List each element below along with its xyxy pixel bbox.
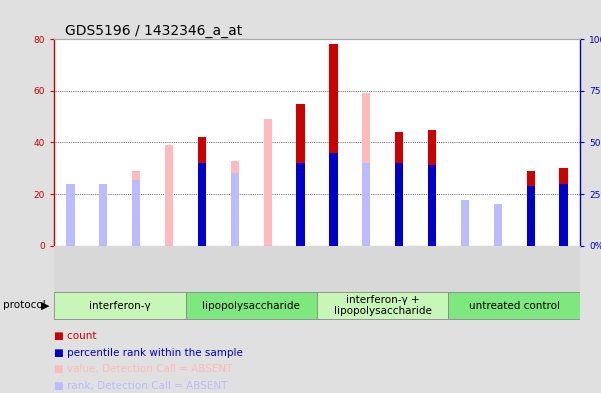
Bar (198, 137, 206, 246)
Bar (67, 184, 75, 246)
Bar (428, 130, 436, 246)
Text: ■ percentile rank within the sample: ■ percentile rank within the sample (54, 347, 243, 358)
Bar (132, 171, 141, 246)
Bar (296, 163, 305, 246)
Bar (264, 119, 272, 246)
FancyBboxPatch shape (186, 292, 317, 319)
Bar (395, 132, 403, 246)
Bar (296, 104, 305, 246)
Text: ■ count: ■ count (54, 331, 97, 341)
Text: ■ value, Detection Call = ABSENT: ■ value, Detection Call = ABSENT (54, 364, 233, 374)
Bar (362, 94, 370, 246)
Bar (329, 153, 338, 246)
Bar (395, 163, 403, 246)
Bar (329, 44, 338, 246)
Bar (99, 184, 108, 246)
Text: lipopolysaccharide: lipopolysaccharide (203, 301, 300, 310)
FancyBboxPatch shape (448, 292, 580, 319)
Bar (461, 209, 469, 246)
Bar (67, 199, 75, 246)
Bar (428, 165, 436, 246)
Text: untreated control: untreated control (469, 301, 560, 310)
Bar (231, 160, 239, 246)
Bar (461, 200, 469, 246)
Bar (362, 163, 370, 246)
Text: ▶: ▶ (41, 300, 49, 310)
Text: protocol: protocol (3, 300, 46, 310)
Bar (132, 180, 141, 246)
FancyBboxPatch shape (317, 292, 448, 319)
FancyBboxPatch shape (54, 292, 186, 319)
Text: interferon-γ +
lipopolysaccharide: interferon-γ + lipopolysaccharide (334, 295, 432, 316)
Text: GDS5196 / 1432346_a_at: GDS5196 / 1432346_a_at (65, 24, 242, 38)
Bar (526, 186, 535, 246)
Bar (526, 171, 535, 246)
Bar (493, 204, 502, 246)
Bar (198, 163, 206, 246)
Bar (231, 173, 239, 246)
Bar (560, 184, 567, 246)
Bar (165, 145, 173, 246)
Bar (99, 194, 108, 246)
Bar (560, 168, 567, 246)
Text: interferon-γ: interferon-γ (89, 301, 151, 310)
Text: ■ rank, Detection Call = ABSENT: ■ rank, Detection Call = ABSENT (54, 380, 227, 391)
Bar (493, 204, 502, 246)
